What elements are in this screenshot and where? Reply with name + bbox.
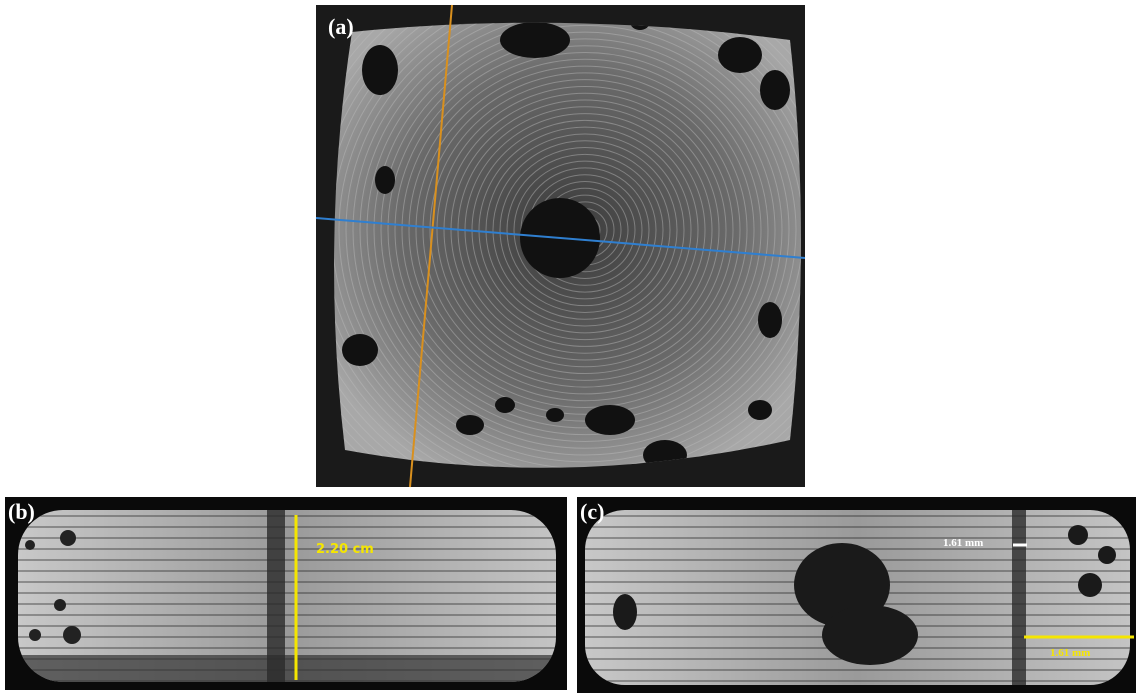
panel-label: (c)	[580, 499, 604, 524]
center-band	[267, 510, 285, 682]
panel-a: (a)	[262, 0, 908, 543]
edge-band	[18, 655, 556, 682]
figure: (a) 2.20 cm (b)	[0, 0, 1136, 695]
scale-label: 1.61 mm	[1050, 647, 1090, 659]
scale-label: 1.61 mm	[943, 537, 983, 549]
panel-b: 2.20 cm (b)	[5, 497, 567, 690]
center-band	[1012, 510, 1026, 685]
scale-label: 2.20 cm	[316, 542, 374, 557]
panel-c: 1.61 mm 1.61 mm (c)	[577, 497, 1136, 693]
panel-label: (a)	[328, 14, 354, 39]
panel-label: (b)	[8, 499, 35, 524]
